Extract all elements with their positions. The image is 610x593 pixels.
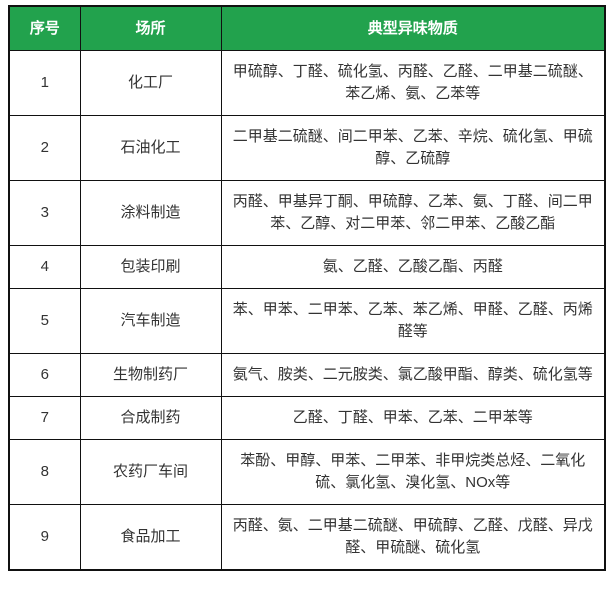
place-name: 涂料制造 [79,180,222,246]
serial-number: 1 [8,50,81,116]
table-row: 7 合成制药 乙醛、丁醛、甲苯、乙苯、二甲苯等 [8,396,606,440]
odor-substances-table: 序号 场所 典型异味物质 1 化工厂 甲硫醇、丁醛、硫化氢、丙醛、乙醛、二甲基二… [8,5,606,571]
table-row: 2 石油化工 二甲基二硫醚、间二甲苯、乙苯、辛烷、硫化氢、甲硫醇、乙硫醇 [8,115,606,181]
substances-list: 苯酚、甲醇、甲苯、二甲苯、非甲烷类总烃、二氧化硫、氯化氢、溴化氢、NOx等 [220,439,606,505]
place-name: 化工厂 [79,50,222,116]
table-row: 4 包装印刷 氨、乙醛、乙酸乙酯、丙醛 [8,245,606,289]
substances-list: 丙醛、氨、二甲基二硫醚、甲硫醇、乙醛、戊醛、异戊醛、甲硫醚、硫化氢 [220,504,606,571]
place-name: 农药厂车间 [79,439,222,505]
serial-number: 6 [8,353,81,397]
substances-list: 乙醛、丁醛、甲苯、乙苯、二甲苯等 [220,396,606,440]
table-row: 1 化工厂 甲硫醇、丁醛、硫化氢、丙醛、乙醛、二甲基二硫醚、苯乙烯、氨、乙苯等 [8,50,606,116]
serial-number: 8 [8,439,81,505]
table-row: 8 农药厂车间 苯酚、甲醇、甲苯、二甲苯、非甲烷类总烃、二氧化硫、氯化氢、溴化氢… [8,439,606,505]
place-name: 包装印刷 [79,245,222,289]
substances-list: 甲硫醇、丁醛、硫化氢、丙醛、乙醛、二甲基二硫醚、苯乙烯、氨、乙苯等 [220,50,606,116]
serial-number: 5 [8,288,81,354]
table-row: 5 汽车制造 苯、甲苯、二甲苯、乙苯、苯乙烯、甲醛、乙醛、丙烯醛等 [8,288,606,354]
header-place: 场所 [79,5,222,51]
table-row: 6 生物制药厂 氨气、胺类、二元胺类、氯乙酸甲酯、醇类、硫化氢等 [8,353,606,397]
place-name: 食品加工 [79,504,222,571]
header-typical-odor-substances: 典型异味物质 [220,5,606,51]
substances-list: 丙醛、甲基异丁酮、甲硫醇、乙苯、氨、丁醛、间二甲苯、乙醇、对二甲苯、邻二甲苯、乙… [220,180,606,246]
serial-number: 7 [8,396,81,440]
serial-number: 9 [8,504,81,571]
serial-number: 2 [8,115,81,181]
place-name: 石油化工 [79,115,222,181]
place-name: 汽车制造 [79,288,222,354]
table-row: 9 食品加工 丙醛、氨、二甲基二硫醚、甲硫醇、乙醛、戊醛、异戊醛、甲硫醚、硫化氢 [8,504,606,571]
header-row: 序号 场所 典型异味物质 [8,5,606,51]
substances-list: 氨、乙醛、乙酸乙酯、丙醛 [220,245,606,289]
serial-number: 4 [8,245,81,289]
substances-list: 二甲基二硫醚、间二甲苯、乙苯、辛烷、硫化氢、甲硫醇、乙硫醇 [220,115,606,181]
header-serial-number: 序号 [8,5,81,51]
place-name: 合成制药 [79,396,222,440]
substances-list: 苯、甲苯、二甲苯、乙苯、苯乙烯、甲醛、乙醛、丙烯醛等 [220,288,606,354]
serial-number: 3 [8,180,81,246]
place-name: 生物制药厂 [79,353,222,397]
table-row: 3 涂料制造 丙醛、甲基异丁酮、甲硫醇、乙苯、氨、丁醛、间二甲苯、乙醇、对二甲苯… [8,180,606,246]
substances-list: 氨气、胺类、二元胺类、氯乙酸甲酯、醇类、硫化氢等 [220,353,606,397]
